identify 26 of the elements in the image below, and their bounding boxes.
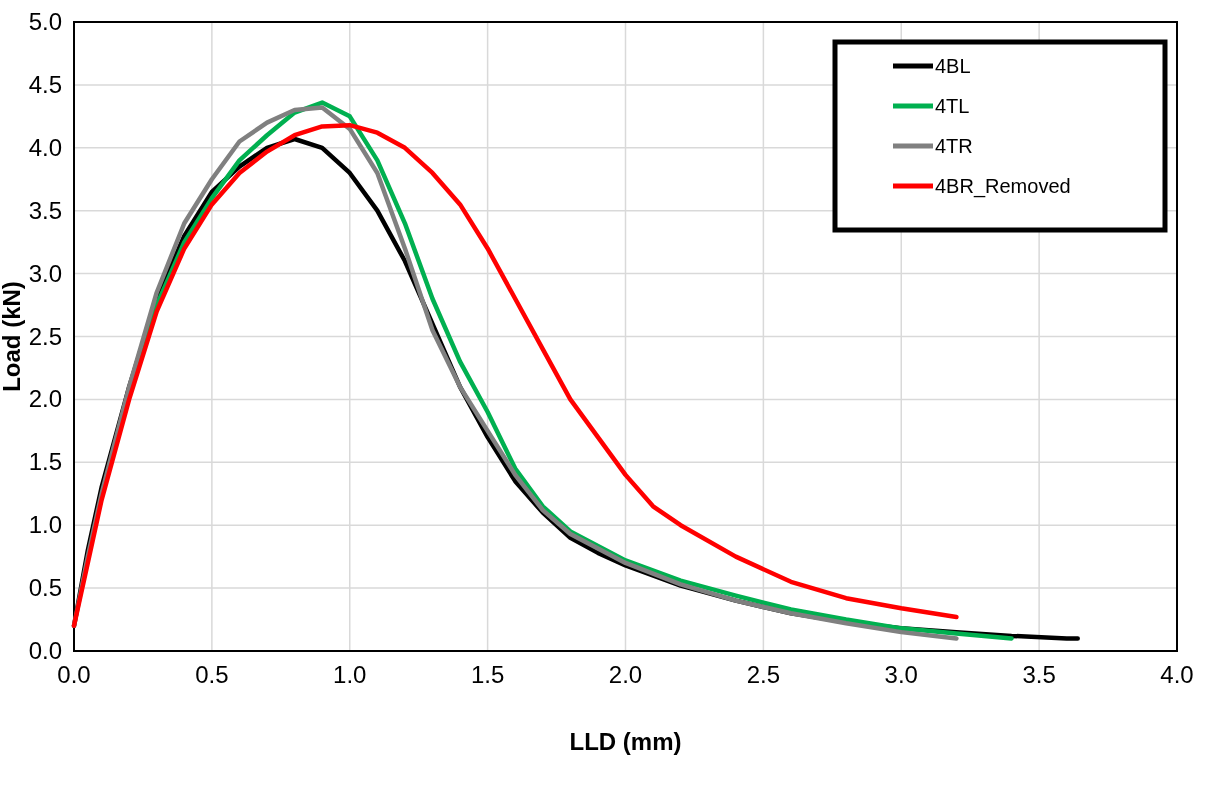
x-axis-title: LLD (mm) <box>569 728 682 755</box>
legend-label: 4BL <box>935 55 971 77</box>
legend-label: 4BR_Removed <box>935 175 1071 198</box>
x-tick-label: 0.5 <box>195 661 229 688</box>
x-tick-label: 3.5 <box>1022 661 1056 688</box>
legend-label: 4TL <box>935 95 970 117</box>
y-tick-label: 1.5 <box>28 448 62 476</box>
y-tick-label: 3.0 <box>28 259 62 287</box>
y-tick-label: 5.0 <box>28 8 62 35</box>
y-tick-label: 2.0 <box>28 385 62 413</box>
x-tick-label: 4.0 <box>1160 661 1194 688</box>
x-tick-label: 1.0 <box>333 661 367 688</box>
y-tick-label: 4.0 <box>28 133 62 161</box>
y-tick-label: 4.5 <box>28 70 62 98</box>
x-tick-label: 3.0 <box>884 661 918 688</box>
x-tick-label: 0.0 <box>57 661 91 688</box>
x-tick-label: 2.0 <box>608 661 643 688</box>
y-tick-label: 3.5 <box>28 196 62 224</box>
y-tick-label: 0.0 <box>28 637 62 664</box>
legend-label: 4TR <box>935 135 973 157</box>
x-tick-label: 2.5 <box>746 661 781 688</box>
y-tick-label: 0.5 <box>28 574 62 602</box>
y-tick-label: 1.0 <box>28 511 62 539</box>
y-axis-title: Load (kN) <box>0 281 25 392</box>
y-tick-label: 2.5 <box>28 322 62 350</box>
x-tick-label: 1.5 <box>470 661 505 688</box>
